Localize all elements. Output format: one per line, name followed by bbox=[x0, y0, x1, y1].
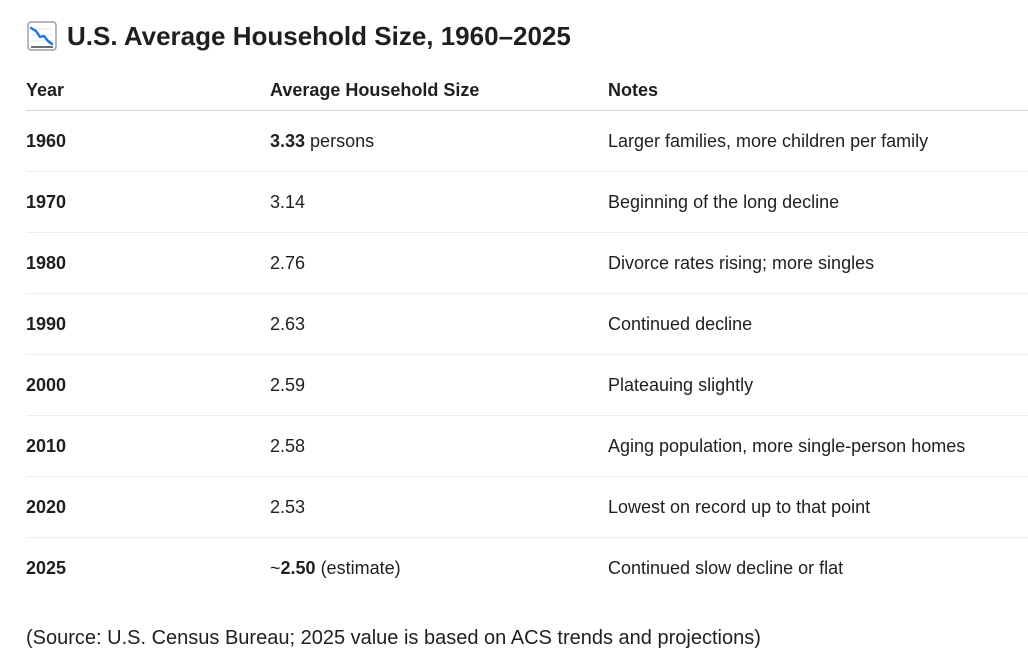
value-prefix: ~ bbox=[270, 557, 281, 578]
household-size-value: 2.76 bbox=[270, 252, 306, 273]
notes-cell: Continued decline bbox=[608, 293, 1028, 355]
value-suffix: (estimate) bbox=[315, 557, 401, 578]
household-size-cell: 2.58 bbox=[270, 415, 608, 477]
column-header-year: Year bbox=[26, 70, 270, 111]
household-size-cell: 2.63 bbox=[270, 293, 608, 355]
household-size-value: 2.63 bbox=[270, 313, 306, 334]
table-row: 2020 2.53 Lowest on record up to that poin… bbox=[26, 476, 1028, 538]
household-size-value: 3.33 bbox=[270, 130, 306, 151]
page-title: U.S. Average Household Size, 1960–2025 bbox=[67, 20, 571, 51]
notes-cell: Divorce rates rising; more singles bbox=[608, 232, 1028, 294]
year-cell: 2020 bbox=[26, 476, 270, 538]
table-body: 1960 3.33 persons Larger families, more ch… bbox=[26, 110, 1028, 599]
year-cell: 1960 bbox=[26, 110, 270, 172]
column-header-notes: Notes bbox=[608, 70, 1028, 111]
table-row: 2000 2.59 Plateauing slightly bbox=[26, 354, 1028, 416]
notes-cell: Plateauing slightly bbox=[608, 354, 1028, 416]
household-size-cell: 2.53 bbox=[270, 476, 608, 538]
table-header-row: Year Average Household Size Notes bbox=[26, 70, 1028, 111]
chart-decreasing-icon bbox=[27, 21, 57, 51]
table-row: 2025 ~2.50 (estimate) Continued slow decli… bbox=[26, 538, 1028, 599]
household-size-cell: 3.14 bbox=[270, 171, 608, 233]
column-header-size: Average Household Size bbox=[270, 70, 608, 111]
table-row: 1980 2.76 Divorce rates rising; more singl… bbox=[26, 232, 1028, 294]
year-cell: 2025 bbox=[26, 557, 67, 578]
page-heading: U.S. Average Household Size, 1960–2025 bbox=[27, 18, 571, 54]
year-cell: 1970 bbox=[26, 171, 270, 233]
year-cell: 2010 bbox=[26, 415, 270, 477]
value-suffix: persons bbox=[305, 130, 375, 151]
year-cell: 1980 bbox=[26, 232, 270, 294]
household-size-cell: 2.76 bbox=[270, 232, 608, 294]
household-size-table: Year Average Household Size Notes 1960 3.… bbox=[26, 70, 1028, 598]
table-row: 1970 3.14 Beginning of the long decline bbox=[26, 171, 1028, 233]
notes-cell: Beginning of the long decline bbox=[608, 171, 1028, 233]
household-size-value: 2.59 bbox=[270, 374, 306, 395]
notes-cell: Aging population, more single-person hom… bbox=[608, 415, 1028, 477]
table-row: 1960 3.33 persons Larger families, more ch… bbox=[26, 110, 1028, 172]
table-row: 2010 2.58 Aging population, more single-pe… bbox=[26, 415, 1028, 477]
household-size-cell: 2.59 bbox=[270, 354, 608, 416]
household-size-value: 2.53 bbox=[270, 496, 306, 517]
year-cell: 1990 bbox=[26, 293, 270, 355]
notes-cell: Larger families, more children per famil… bbox=[608, 110, 1028, 172]
household-size-value: 2.50 bbox=[280, 557, 316, 578]
household-size-value: 2.58 bbox=[270, 435, 306, 456]
notes-cell: Continued slow decline or flat bbox=[608, 557, 844, 578]
table-row: 1990 2.63 Continued decline bbox=[26, 293, 1028, 355]
source-note: (Source: U.S. Census Bureau; 2025 value … bbox=[26, 627, 761, 649]
year-cell: 2000 bbox=[26, 354, 270, 416]
household-size-value: 3.14 bbox=[270, 191, 306, 212]
household-size-cell: 3.33 persons bbox=[270, 110, 608, 172]
notes-cell: Lowest on record up to that point bbox=[608, 476, 1028, 538]
household-size-cell: ~2.50 (estimate) bbox=[270, 538, 608, 599]
